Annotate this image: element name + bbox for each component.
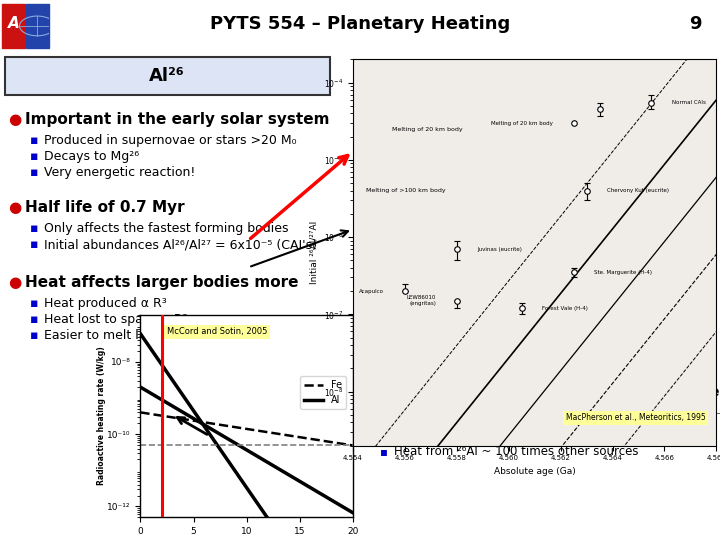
- Text: ▪: ▪: [30, 297, 38, 310]
- Text: Acapulco: Acapulco: [359, 288, 384, 294]
- Text: ▪: ▪: [380, 429, 388, 442]
- Text: ▪: ▪: [30, 150, 38, 163]
- Text: Heat from ²⁶Al ~ 100 times other sources: Heat from ²⁶Al ~ 100 times other sources: [394, 445, 639, 458]
- Bar: [2, 4, 24, 48]
- Text: Heat produced α R³: Heat produced α R³: [44, 297, 167, 310]
- Text: ▪: ▪: [30, 238, 38, 251]
- Text: MacPherson et al., Meteoritics, 1995: MacPherson et al., Meteoritics, 1995: [566, 413, 706, 422]
- Text: Forest Vale (H-4): Forest Vale (H-4): [542, 306, 588, 310]
- Text: Al²⁶: Al²⁶: [149, 67, 185, 85]
- Text: 9: 9: [690, 15, 702, 33]
- Text: ▪: ▪: [30, 134, 38, 147]
- FancyBboxPatch shape: [5, 57, 330, 95]
- Bar: [26, 4, 49, 48]
- Text: Formation time ~ 2.1 Myr: Formation time ~ 2.1 Myr: [394, 429, 546, 442]
- Text: ▪: ▪: [30, 166, 38, 179]
- Text: Melting of 20 km body: Melting of 20 km body: [491, 120, 553, 125]
- Legend: Fe, Al: Fe, Al: [300, 376, 346, 409]
- Text: Produced in supernovae or stars >20 M₀: Produced in supernovae or stars >20 M₀: [44, 134, 297, 147]
- Text: Half life of 0.7 Myr: Half life of 0.7 Myr: [25, 200, 184, 215]
- Y-axis label: Initial ²⁶Al/²⁷Al: Initial ²⁶Al/²⁷Al: [309, 221, 318, 284]
- Text: Chervony Kut (eucrite): Chervony Kut (eucrite): [607, 188, 670, 193]
- Text: Al²⁶/Al²⁷ difference between CAI's and chondrites 6x10⁻⁶ → 8x10⁻⁶: Al²⁶/Al²⁷ difference between CAI's and c…: [394, 409, 720, 422]
- Text: ▪: ▪: [380, 409, 388, 422]
- Text: McCord and Sotin, 2005: McCord and Sotin, 2005: [167, 327, 267, 336]
- Text: Heat lost to space α R²: Heat lost to space α R²: [44, 313, 188, 326]
- Text: Al²⁶ dominates heating of asteroids in the early solar system: Al²⁶ dominates heating of asteroids in t…: [377, 385, 720, 399]
- Text: Important in the early solar system: Important in the early solar system: [25, 112, 330, 127]
- Text: ▪: ▪: [30, 329, 38, 342]
- Text: ●: ●: [8, 200, 22, 215]
- Text: ●: ●: [8, 112, 22, 127]
- Text: ▪: ▪: [30, 222, 38, 235]
- Text: ▪: ▪: [30, 313, 38, 326]
- Text: ●: ●: [360, 385, 372, 399]
- Text: Initial abundances Al²⁶/Al²⁷ = 6x10⁻⁵ (CAI's): Initial abundances Al²⁶/Al²⁷ = 6x10⁻⁵ (C…: [44, 238, 317, 251]
- Text: Only affects the fastest forming bodies: Only affects the fastest forming bodies: [44, 222, 289, 235]
- Text: Normal CAIs: Normal CAIs: [672, 100, 706, 105]
- Text: Melting of 20 km body: Melting of 20 km body: [392, 127, 462, 132]
- Text: Easier to melt larger bodies: Easier to melt larger bodies: [44, 329, 217, 342]
- Text: ●: ●: [8, 275, 22, 290]
- Y-axis label: Radioactive heating rate (W/kg): Radioactive heating rate (W/kg): [96, 347, 106, 485]
- Text: ▪: ▪: [380, 445, 388, 458]
- Text: Juvinas (eucrite): Juvinas (eucrite): [477, 247, 522, 252]
- Text: Decays to Mg²⁶: Decays to Mg²⁶: [44, 150, 139, 163]
- Text: Ste. Marguerite (H-4): Ste. Marguerite (H-4): [594, 270, 652, 275]
- Text: Heat affects larger bodies more: Heat affects larger bodies more: [25, 275, 299, 290]
- Text: PYTS 554 – Planetary Heating: PYTS 554 – Planetary Heating: [210, 15, 510, 33]
- Text: LEW86010
(engritas): LEW86010 (engritas): [407, 295, 436, 306]
- X-axis label: Absolute age (Ga): Absolute age (Ga): [494, 467, 575, 476]
- Text: Very energetic reaction!: Very energetic reaction!: [44, 166, 195, 179]
- Text: Melting of >100 km body: Melting of >100 km body: [366, 188, 446, 193]
- Text: A: A: [7, 16, 19, 31]
